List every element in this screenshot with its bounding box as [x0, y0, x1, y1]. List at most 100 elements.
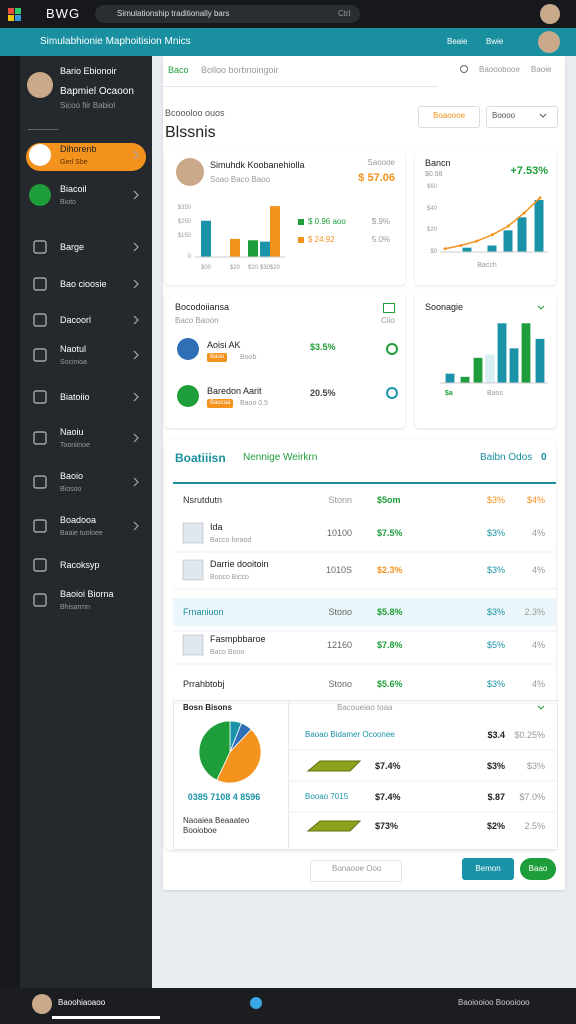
tab-underline: [173, 482, 556, 484]
avatar: [29, 184, 51, 206]
cell: $7.4%: [375, 761, 401, 771]
x-tick-label: $00: [200, 265, 212, 271]
row-shape: [306, 820, 362, 832]
cell: 2.5%: [524, 821, 545, 831]
nav-item[interactable]: Naoiu: [60, 427, 84, 437]
chevron: [537, 305, 545, 310]
bar: [460, 376, 470, 384]
nav-item[interactable]: Baoio: [60, 471, 84, 481]
dropdown-label[interactable]: Boooo: [492, 111, 516, 120]
header-link[interactable]: Bwie: [486, 37, 504, 46]
bar: [487, 245, 497, 252]
bar: [509, 348, 519, 384]
card-label: Saoooe: [367, 158, 395, 167]
cell: $3%: [486, 761, 505, 771]
divider: [28, 129, 58, 130]
line-point: [538, 196, 542, 200]
tab[interactable]: Bolloo borbnoingoir: [201, 65, 279, 75]
column-header: $4%: [526, 495, 545, 505]
x-tick-label: $20: [229, 265, 241, 271]
row-shape: [306, 760, 362, 772]
bar: [517, 217, 527, 252]
cell: 2.3%: [524, 607, 545, 617]
legend-swatch: [298, 219, 304, 225]
cell: $5.8%: [377, 607, 403, 617]
tab-link[interactable]: Baoie: [531, 65, 552, 74]
cell: $3%: [486, 565, 505, 575]
app-icon[interactable]: [250, 997, 262, 1009]
user-role: Bapmiel Ocaoon: [60, 86, 134, 97]
search-text: Simulationship traditionally bars: [117, 9, 230, 18]
button-label[interactable]: Boaoooe: [433, 111, 466, 120]
legend-swatch: [298, 237, 304, 243]
contact-value: 20.5%: [310, 388, 336, 398]
dropdown[interactable]: [486, 106, 558, 128]
row-label: Baoao Bidamer Ocoonee: [305, 730, 395, 739]
nav-item[interactable]: Boadooa: [60, 515, 97, 525]
section-tab[interactable]: Boatiiisn: [175, 451, 226, 465]
group-row: [173, 598, 556, 626]
taskbar-status: Baoiooioo Boooiooo: [458, 998, 530, 1007]
status-icon[interactable]: [386, 343, 398, 355]
tab-link[interactable]: Baooobooe: [479, 65, 520, 74]
avatar[interactable]: [32, 994, 52, 1014]
button-label[interactable]: Baao: [528, 864, 548, 873]
chevron: [133, 477, 139, 487]
button-label[interactable]: Bemon: [475, 864, 501, 873]
card-sub: $0.98: [425, 171, 443, 178]
search-box[interactable]: [95, 5, 360, 23]
avatar: [27, 72, 53, 98]
bar: [462, 247, 472, 252]
button[interactable]: [418, 106, 480, 128]
rail: [0, 56, 20, 988]
column-header: Stonn: [328, 495, 352, 505]
cell: 12160: [326, 640, 352, 650]
sidebar: [20, 56, 152, 988]
nav-item[interactable]: Dihorenb: [60, 144, 97, 154]
pagination-label[interactable]: Bonaooe Ooo: [332, 864, 382, 873]
nav-item[interactable]: Racoksyp: [60, 560, 100, 570]
chevron: [133, 150, 139, 160]
column-header: $3%: [486, 495, 505, 505]
column-header: $5om: [377, 495, 401, 505]
row-icon: [182, 522, 204, 544]
cell: Stono: [328, 607, 352, 617]
row-label: Booao 7015: [305, 792, 349, 801]
section-tab[interactable]: Nennige Weirkrn: [243, 452, 318, 463]
button[interactable]: [462, 858, 514, 880]
nav-icon: [33, 348, 47, 362]
cell: Stono: [328, 679, 352, 689]
bar: [503, 230, 513, 252]
icon[interactable]: [383, 303, 395, 313]
cell: $3%: [486, 528, 505, 538]
nav-item[interactable]: Biacoil: [60, 184, 87, 194]
avatar[interactable]: [540, 4, 560, 24]
chevron: [133, 190, 139, 200]
chevron: [133, 350, 139, 360]
row-icon: [182, 634, 204, 656]
header-link[interactable]: Beaie: [447, 37, 468, 46]
tab[interactable]: Baco: [168, 65, 189, 75]
nav-sub: Gerl Sbe: [60, 159, 88, 166]
nav-item[interactable]: Dacoorl: [60, 315, 92, 325]
status-icon[interactable]: [386, 387, 398, 399]
nav-item[interactable]: Bao cioosie: [60, 279, 107, 289]
contacts-card: [165, 293, 405, 428]
y-tick-label: $60: [426, 184, 437, 190]
bar: [260, 241, 270, 257]
nav-item[interactable]: Baoioi Biorna: [60, 589, 114, 599]
pagination[interactable]: [310, 860, 402, 882]
panel-heading: Bacoueiao toaa: [337, 703, 393, 712]
nav-item[interactable]: Barge: [60, 242, 85, 252]
button[interactable]: [520, 858, 556, 880]
nav-item[interactable]: Biatoiio: [60, 392, 90, 402]
cell: $5.6%: [377, 679, 403, 689]
shortcut: Ctrl: [338, 9, 351, 18]
x-tick-label: $20: [247, 265, 259, 271]
nav-item[interactable]: Naotul: [60, 344, 87, 354]
line-point: [506, 224, 510, 228]
avatar[interactable]: [538, 31, 560, 53]
card-title: Soonagie: [425, 302, 464, 312]
filter[interactable]: Baibn Odos: [480, 452, 533, 463]
